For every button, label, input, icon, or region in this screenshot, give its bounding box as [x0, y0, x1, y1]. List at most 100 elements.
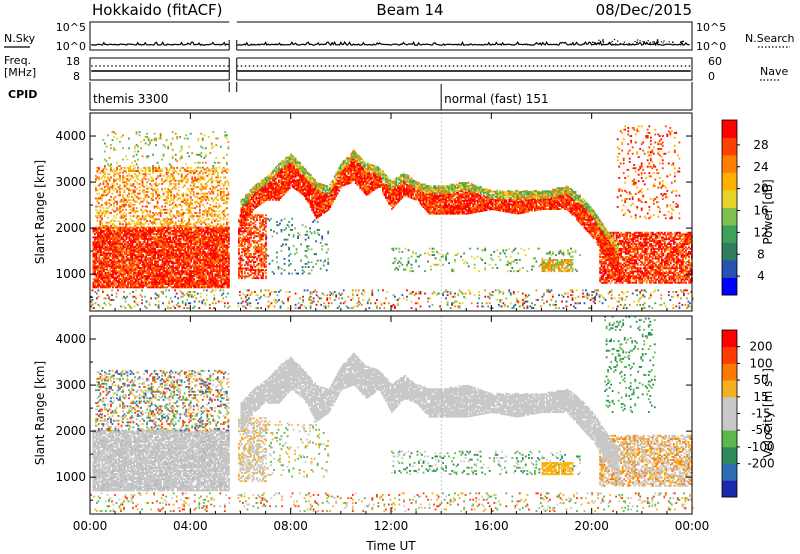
- heatmap-cell: [290, 253, 292, 255]
- heatmap-cell: [135, 257, 137, 259]
- heatmap-cell: [217, 193, 219, 195]
- heatmap-cell: [184, 212, 186, 214]
- heatmap-cell: [110, 147, 112, 149]
- heatmap-cell: [224, 194, 226, 196]
- heatmap-cell: [161, 169, 163, 171]
- nsearch-point: [635, 41, 636, 42]
- heatmap-cell: [281, 250, 283, 252]
- heatmap-cell: [299, 234, 301, 236]
- heatmap-cell: [188, 155, 190, 157]
- heatmap-cell: [207, 270, 209, 272]
- heatmap-cell: [170, 143, 172, 145]
- heatmap-cell: [305, 226, 307, 228]
- heatmap-cell: [104, 210, 106, 212]
- heatmap-cell: [288, 226, 290, 228]
- heatmap-cell: [116, 201, 118, 203]
- heatmap-cell: [116, 162, 118, 164]
- heatmap-cell: [255, 240, 257, 242]
- heatmap-cell: [148, 223, 150, 225]
- heatmap-cell: [125, 170, 127, 172]
- heatmap-cell: [225, 265, 227, 267]
- heatmap-cell: [175, 217, 177, 219]
- heatmap-cell: [175, 183, 177, 185]
- heatmap-cell: [178, 189, 180, 191]
- heatmap-cell: [158, 218, 160, 220]
- heatmap-cell: [172, 220, 174, 222]
- nsky-line-0: [91, 42, 229, 45]
- heatmap-cell: [142, 178, 144, 180]
- heatmap-cell: [128, 193, 130, 195]
- heatmap-cell: [176, 160, 178, 162]
- heatmap-cell: [104, 143, 106, 145]
- heatmap-cell: [97, 220, 99, 222]
- heatmap-cell: [297, 273, 299, 275]
- heatmap-cell: [278, 266, 280, 268]
- heatmap-cell: [184, 138, 186, 140]
- heatmap-cell: [215, 210, 217, 212]
- heatmap-cell: [258, 243, 260, 245]
- heatmap-cell: [215, 144, 217, 146]
- heatmap-cell: [127, 159, 129, 161]
- heatmap-cell: [190, 210, 192, 212]
- nsearch-point: [680, 42, 681, 43]
- heatmap-cell: [161, 212, 163, 214]
- heatmap-cell: [136, 154, 138, 156]
- heatmap-cell: [164, 206, 166, 208]
- heatmap-cell: [212, 225, 214, 227]
- heatmap-cell: [134, 170, 136, 172]
- heatmap-cell: [270, 218, 272, 220]
- heatmap-cell: [104, 186, 106, 188]
- heatmap-cell: [182, 217, 184, 219]
- nsearch-point: [663, 42, 664, 43]
- heatmap-cell: [102, 272, 104, 274]
- heatmap-cell: [223, 157, 225, 159]
- heatmap-cell: [224, 181, 226, 183]
- heatmap-cell: [200, 133, 202, 135]
- nsearch-point: [654, 43, 655, 44]
- heatmap-cell: [122, 209, 124, 211]
- heatmap-cell: [224, 131, 226, 133]
- heatmap-cell: [265, 235, 267, 237]
- heatmap-cell: [181, 209, 183, 211]
- heatmap-cell: [136, 163, 138, 165]
- nsearch-point: [646, 42, 647, 43]
- heatmap-cell: [158, 227, 160, 229]
- heatmap-cell: [190, 185, 192, 187]
- heatmap-cell: [135, 285, 137, 287]
- heatmap-cell: [128, 147, 130, 149]
- heatmap-cell: [133, 220, 135, 222]
- heatmap-cell: [145, 167, 147, 169]
- heatmap-cell: [142, 206, 144, 208]
- heatmap-cell: [136, 188, 138, 190]
- heatmap-cell: [152, 178, 154, 180]
- nsearch-point: [650, 44, 651, 45]
- heatmap-cell: [205, 147, 207, 149]
- heatmap-cell: [135, 230, 137, 232]
- heatmap-cell: [215, 218, 217, 220]
- heatmap-cell: [193, 191, 195, 193]
- heatmap-cell: [228, 222, 230, 224]
- heatmap-cell: [228, 198, 230, 200]
- heatmap-cell: [311, 232, 313, 234]
- heatmap-cell: [134, 189, 136, 191]
- station-title: Hokkaido (fitACF): [92, 1, 223, 19]
- heatmap-cell: [209, 204, 211, 206]
- heatmap-cell: [136, 227, 138, 229]
- heatmap-cell: [225, 272, 227, 274]
- heatmap-cell: [113, 206, 115, 208]
- heatmap-cell: [128, 196, 130, 198]
- heatmap-cell: [191, 152, 193, 154]
- heatmap-cell: [160, 220, 162, 222]
- heatmap-cell: [164, 209, 166, 211]
- heatmap-cell: [105, 257, 107, 259]
- heatmap-cell: [122, 134, 124, 136]
- heatmap-cell: [306, 231, 308, 233]
- heatmap-cell: [212, 180, 214, 182]
- heatmap-cell: [175, 180, 177, 182]
- heatmap-cell: [218, 162, 220, 164]
- heatmap-cell: [165, 270, 167, 272]
- heatmap-cell: [190, 223, 192, 225]
- heatmap-cell: [149, 210, 151, 212]
- heatmap-cell: [136, 207, 138, 209]
- heatmap-cell: [105, 269, 107, 271]
